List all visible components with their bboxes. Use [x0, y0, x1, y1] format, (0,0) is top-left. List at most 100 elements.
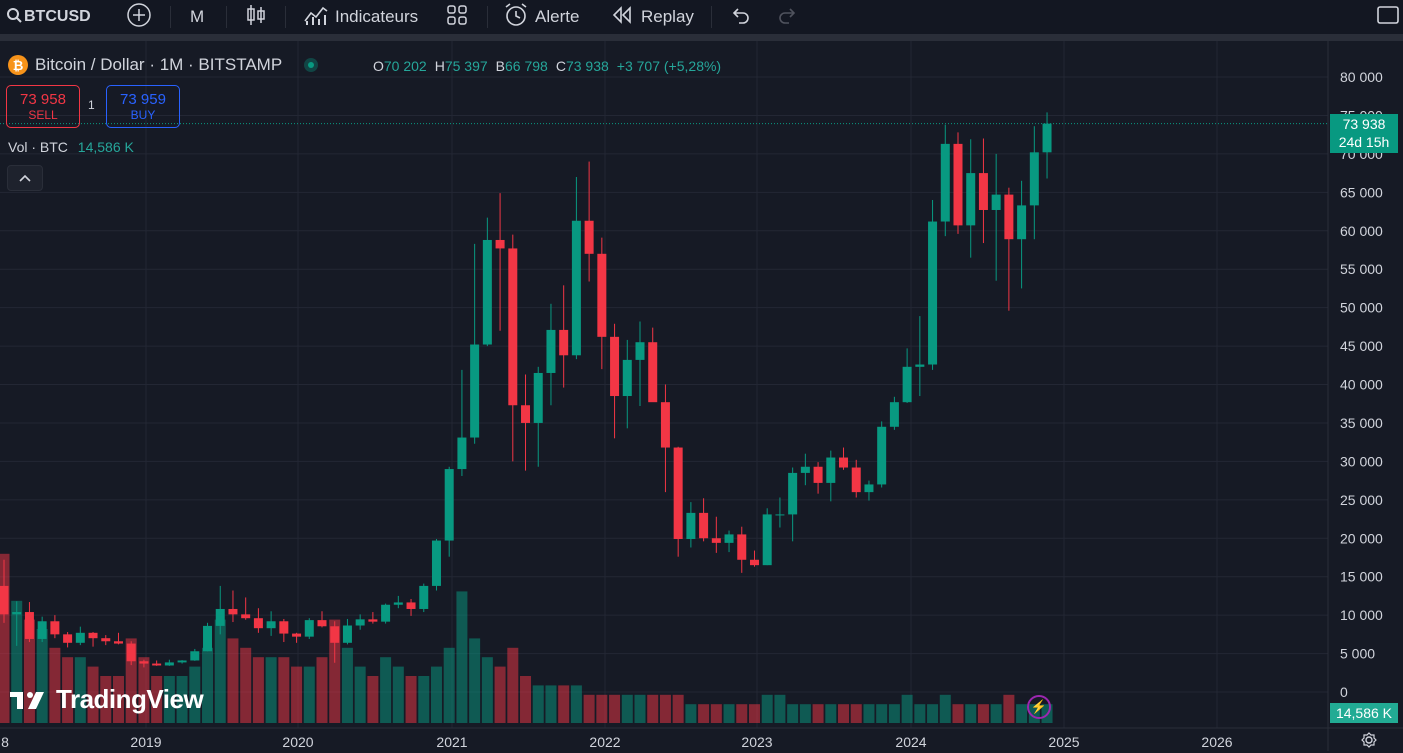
candle-body: [699, 512, 709, 539]
add-symbol-button[interactable]: [126, 0, 152, 34]
volume-bar: [87, 666, 99, 723]
volume-bar: [748, 704, 760, 723]
volume-bar: [799, 704, 811, 723]
candle-body: [610, 336, 620, 397]
volume-bar: [0, 553, 10, 723]
chart-legend: ₿ Bitcoin / Dollar · 1M · BITSTAMP: [8, 55, 319, 75]
lightning-button[interactable]: ⚡: [1027, 695, 1051, 719]
candle-body: [406, 602, 416, 609]
candle-body: [304, 620, 314, 637]
redo-icon: [778, 5, 798, 30]
candle-body: [444, 469, 454, 541]
settings-icon: [1361, 732, 1377, 748]
candle-body: [24, 612, 34, 639]
volume-bar: [481, 657, 493, 723]
candles: [0, 112, 1052, 668]
settings-button[interactable]: [1361, 732, 1377, 748]
candle-body: [889, 402, 899, 427]
volume-bar: [647, 694, 659, 723]
candle-body: [457, 437, 467, 470]
volume-bar: [176, 676, 188, 723]
volume-bar: [469, 638, 481, 723]
volume-bar: [850, 704, 862, 723]
symbol-title[interactable]: Bitcoin / Dollar · 1M · BITSTAMP: [35, 55, 283, 74]
candle-body: [50, 621, 60, 635]
undo-icon: [730, 5, 750, 30]
time-tick-label: 2022: [589, 734, 620, 750]
volume-bar: [685, 704, 697, 723]
chart-type-button[interactable]: [245, 0, 267, 34]
volume-bar: [100, 676, 112, 723]
volume-bar: [380, 657, 392, 723]
price-tick-label: 25 000: [1340, 492, 1383, 508]
price-tick-label: 40 000: [1340, 377, 1383, 393]
volume-bar: [723, 704, 735, 723]
volume-bar: [545, 685, 557, 723]
indicators-button[interactable]: Indicateurs: [303, 0, 418, 34]
volume-bar: [430, 666, 442, 723]
candle-body: [800, 466, 810, 473]
candle-body: [88, 632, 98, 639]
replay-button[interactable]: Replay: [611, 0, 694, 34]
price-tick-label: 15 000: [1340, 569, 1383, 585]
candle-body: [762, 514, 772, 566]
candle-body: [571, 220, 581, 356]
volume-bar: [1003, 694, 1015, 723]
undo-button[interactable]: [730, 0, 750, 34]
volume-bar: [812, 704, 824, 723]
candle-body: [495, 239, 505, 249]
candle-body: [991, 194, 1001, 210]
volume-bar: [291, 666, 303, 723]
candle-body: [241, 614, 251, 619]
time-tick-label: 2025: [1048, 734, 1079, 750]
candle-body: [673, 447, 683, 540]
interval-button[interactable]: M: [190, 0, 204, 34]
volume-bar: [214, 619, 226, 723]
candle-body: [584, 220, 594, 254]
time-tick-label: 8: [1, 734, 9, 750]
volume-bar: [112, 676, 124, 723]
volume-bar: [570, 685, 582, 723]
collapse-legend-button[interactable]: [7, 165, 43, 191]
volume-bar: [939, 694, 951, 723]
symbol-search[interactable]: BTCUSD: [6, 0, 91, 34]
buy-button[interactable]: 73 959 BUY: [106, 85, 180, 128]
candle-body: [711, 538, 721, 543]
candle-body: [686, 512, 696, 540]
fullscreen-button[interactable]: [1376, 0, 1400, 34]
templates-button[interactable]: [446, 0, 468, 34]
volume-bar: [952, 704, 964, 723]
lightning-icon: ⚡: [1030, 699, 1048, 714]
volume-bar: [520, 676, 532, 723]
price-tick-label: 35 000: [1340, 415, 1383, 431]
alert-button[interactable]: Alerte: [503, 0, 579, 34]
alert-icon: [503, 2, 529, 33]
candle-body: [864, 484, 874, 493]
candle-body: [253, 618, 263, 629]
time-tick-label: 2024: [895, 734, 926, 750]
time-tick-label: 2019: [130, 734, 161, 750]
candle-body: [966, 173, 976, 226]
indicators-label: Indicateurs: [335, 7, 419, 26]
candle-body: [393, 602, 403, 605]
candle-body: [660, 402, 670, 448]
search-icon: [6, 7, 24, 28]
sell-button[interactable]: 73 958 SELL: [6, 85, 80, 128]
low-value: 66 798: [505, 58, 548, 74]
redo-button[interactable]: [778, 0, 798, 34]
candle-body: [177, 660, 187, 663]
candle-body: [788, 472, 798, 515]
market-status-icon: [304, 58, 319, 72]
tradingview-logo[interactable]: TradingView: [10, 684, 204, 715]
close-key: C: [555, 58, 566, 74]
high-key: H: [434, 58, 445, 74]
volume-bar: [341, 647, 353, 723]
price-tick-label: 20 000: [1340, 530, 1383, 546]
volume-bar: [901, 694, 913, 723]
volume-bar: [965, 704, 977, 723]
volume-bar: [914, 704, 926, 723]
templates-icon: [446, 4, 468, 31]
volume-bar: [163, 676, 175, 723]
candle-body: [839, 457, 849, 468]
